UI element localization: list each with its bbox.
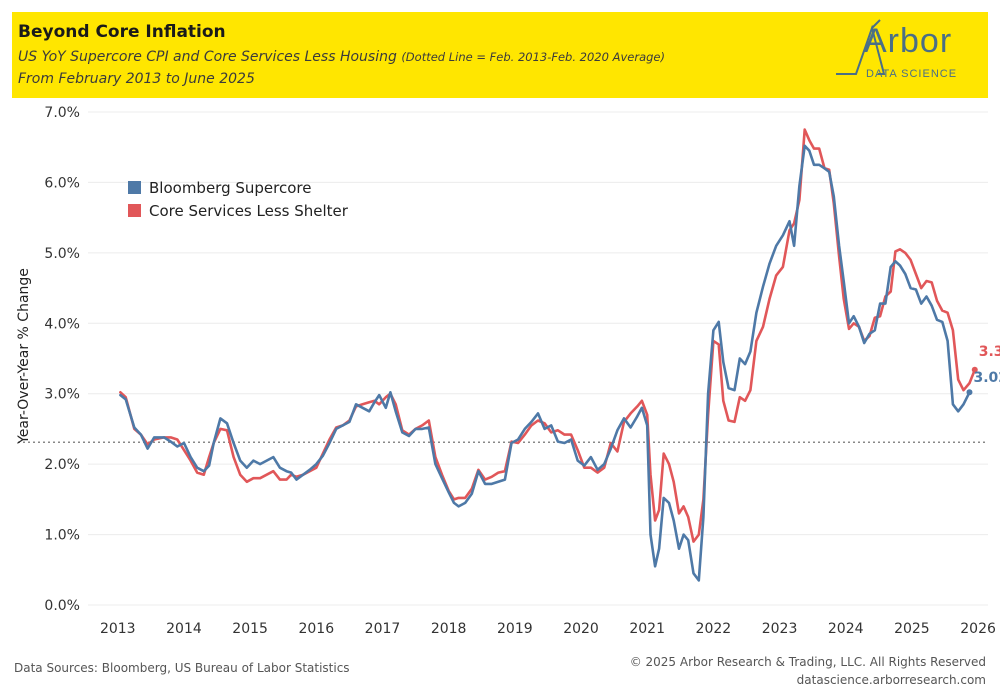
series-line-supercore xyxy=(119,144,971,582)
x-tick-label: 2026 xyxy=(960,621,996,637)
logo-subtitle: DATA SCIENCE xyxy=(866,68,958,80)
data-sources: Data Sources: Bloomberg, US Bureau of La… xyxy=(14,661,350,675)
footer-credits: © 2025 Arbor Research & Trading, LLC. Al… xyxy=(630,653,986,689)
subtitle-note: (Dotted Line = Feb. 2013-Feb. 2020 Avera… xyxy=(401,50,665,64)
legend-label-services: Core Services Less Shelter xyxy=(149,201,348,220)
website-link[interactable]: datascience.arborresearch.com xyxy=(796,673,986,687)
header-banner: Beyond Core Inflation US YoY Supercore C… xyxy=(12,12,988,98)
legend-swatch-supercore xyxy=(128,181,141,194)
x-tick-label: 2017 xyxy=(365,621,401,637)
end-label-supercore: 3.02% xyxy=(973,370,1000,387)
y-tick-label: 5.0% xyxy=(44,246,80,262)
legend-label-supercore: Bloomberg Supercore xyxy=(149,178,312,197)
endpoint-marker-services xyxy=(971,366,978,373)
arbor-logo: Arbor DATA SCIENCE xyxy=(834,16,974,88)
y-tick-label: 6.0% xyxy=(44,175,80,191)
logo-word: Arbor xyxy=(864,22,953,60)
subtitle-main: US YoY Supercore CPI and Core Services L… xyxy=(18,49,397,65)
x-tick-label: 2021 xyxy=(629,621,665,637)
legend-item-services: Core Services Less Shelter xyxy=(128,199,348,222)
y-tick-label: 4.0% xyxy=(44,316,80,332)
y-tick-label: 3.0% xyxy=(44,387,80,403)
y-axis-label: Year-Over-Year % Change xyxy=(16,268,32,444)
x-tick-label: 2015 xyxy=(232,621,268,637)
y-tick-label: 2.0% xyxy=(44,457,80,473)
x-tick-label: 2013 xyxy=(100,621,136,637)
x-tick-label: 2019 xyxy=(497,621,533,637)
chart-legend: Bloomberg Supercore Core Services Less S… xyxy=(128,176,348,222)
copyright: © 2025 Arbor Research & Trading, LLC. Al… xyxy=(629,655,986,669)
logo-tree-icon xyxy=(836,19,886,75)
x-tick-label: 2022 xyxy=(696,621,732,637)
x-tick-label: 2025 xyxy=(894,621,930,637)
end-label-services: 3.34% xyxy=(978,343,1000,360)
line-chart: 0.0% 1.0% 2.0% 3.0% 4.0% 5.0% 6.0% 7.0% 2013 2014… xyxy=(18,105,996,637)
chart-subtitle: US YoY Supercore CPI and Core Services L… xyxy=(18,49,665,65)
x-tick-label: 2023 xyxy=(762,621,798,637)
y-tick-label: 1.0% xyxy=(44,528,80,544)
legend-item-supercore: Bloomberg Supercore xyxy=(128,176,348,199)
x-tick-label: 2024 xyxy=(828,621,864,637)
date-range: From February 2013 to June 2025 xyxy=(18,71,255,87)
y-tick-label: 7.0% xyxy=(44,105,80,121)
y-tick-label: 0.0% xyxy=(44,598,80,614)
x-tick-label: 2014 xyxy=(166,621,202,637)
endpoint-marker-supercore xyxy=(966,389,973,396)
x-tick-label: 2018 xyxy=(431,621,467,637)
chart-title: Beyond Core Inflation xyxy=(18,22,226,42)
legend-swatch-services xyxy=(128,204,141,217)
x-tick-label: 2016 xyxy=(298,621,334,637)
x-tick-label: 2020 xyxy=(563,621,599,637)
